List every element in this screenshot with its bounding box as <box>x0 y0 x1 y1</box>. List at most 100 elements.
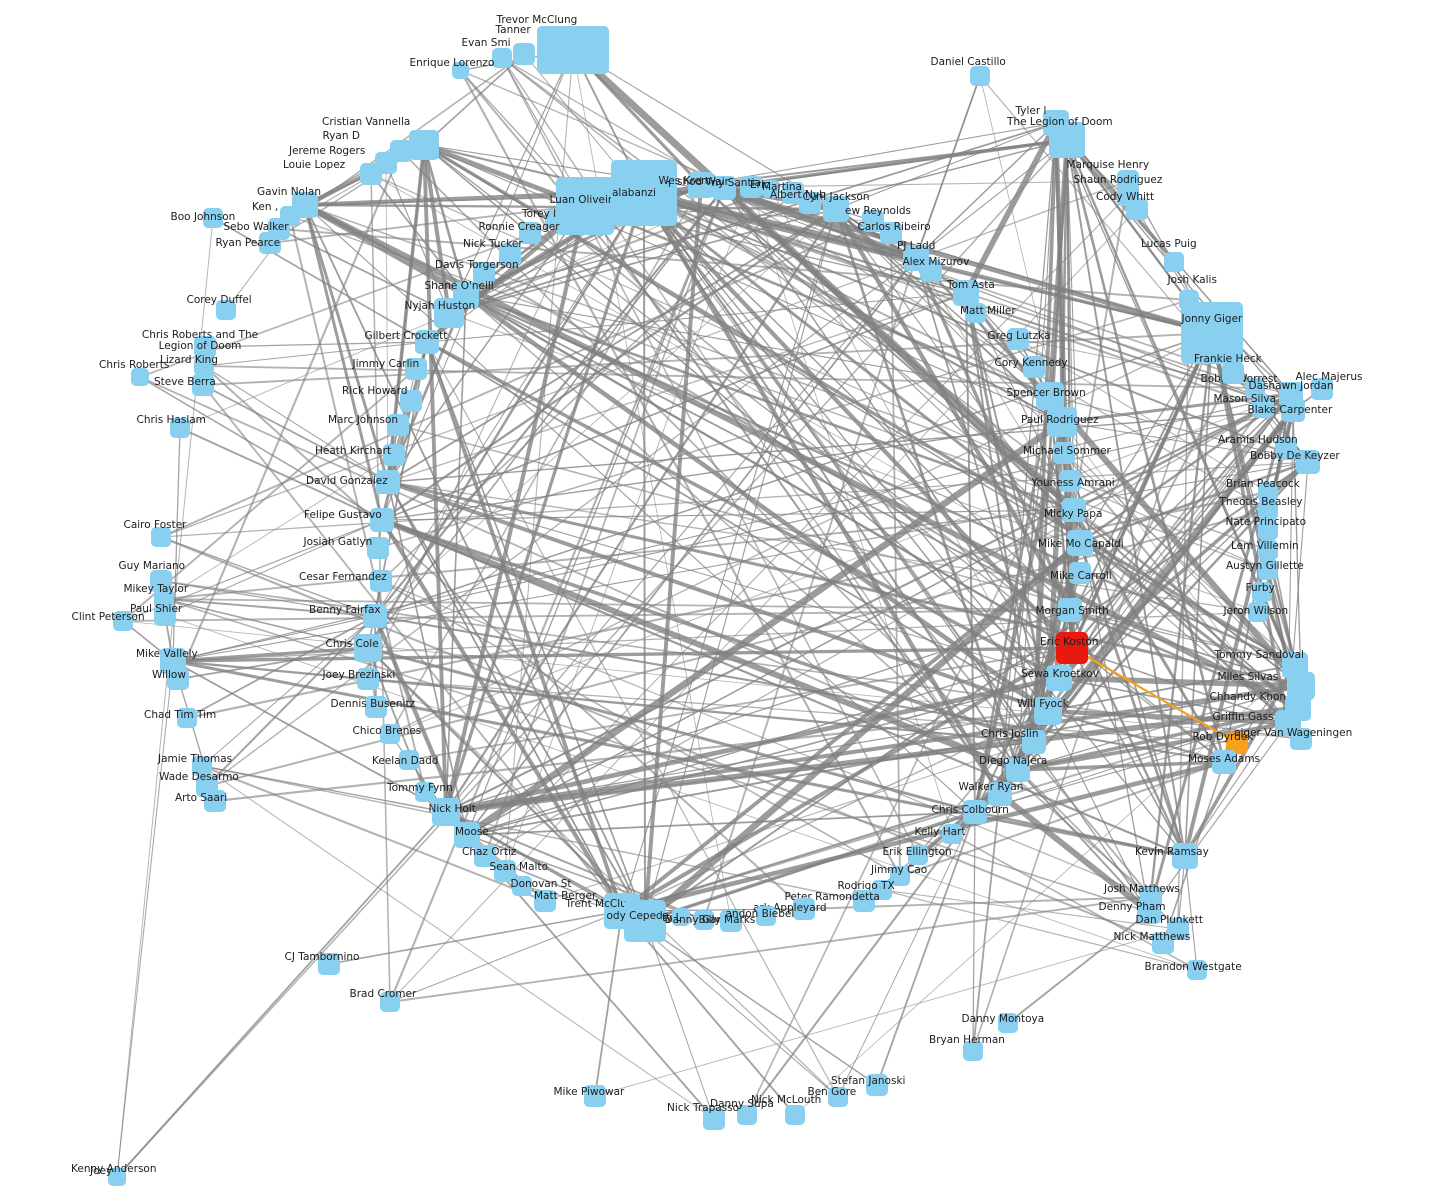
graph-node-torey-l[interactable] <box>545 210 563 228</box>
graph-node-luan-oliveira[interactable] <box>556 177 614 235</box>
graph-node-willow[interactable] <box>167 668 189 690</box>
graph-node-louie-lopez[interactable] <box>360 163 382 185</box>
graph-node-wes-kremer[interactable] <box>688 172 714 198</box>
graph-node-rob-dyrdek[interactable] <box>1226 732 1248 754</box>
graph-node-bobby-worrest[interactable] <box>1245 378 1265 398</box>
graph-node-jamie-thomas[interactable] <box>192 756 212 776</box>
graph-node-daniel-castillo[interactable] <box>970 66 990 86</box>
graph-node-morgan-smith[interactable] <box>1058 598 1082 622</box>
graph-node-walker-ryan[interactable] <box>988 782 1012 806</box>
graph-node-youness-amrani[interactable] <box>1059 470 1081 492</box>
graph-node-chris-joslin[interactable] <box>1022 730 1046 754</box>
graph-node-tommy-fynn[interactable] <box>415 782 435 802</box>
graph-node-jimmy-cao[interactable] <box>890 866 910 886</box>
graph-node-cristian-vannella[interactable] <box>409 130 439 160</box>
graph-node-greg-lutzka[interactable] <box>1007 328 1029 350</box>
graph-node-tom-asta[interactable] <box>953 280 979 306</box>
graph-node-sean-malto[interactable] <box>494 860 516 882</box>
graph-node-blake-carpenter[interactable] <box>1281 398 1305 422</box>
graph-node-kalabanzi[interactable] <box>616 170 666 220</box>
graph-node-lizard-king[interactable] <box>194 356 214 376</box>
graph-node-mason-silva[interactable] <box>1252 396 1274 418</box>
graph-node-chris-roberts-legion[interactable] <box>194 336 216 358</box>
graph-node-cj-tambornino[interactable] <box>318 953 340 975</box>
graph-node-alex-mizurov[interactable] <box>920 260 942 282</box>
graph-node-theotis-beasley[interactable] <box>1258 500 1278 520</box>
graph-node-lucas-puig[interactable] <box>1164 252 1184 272</box>
graph-node-nick-mclouth[interactable] <box>785 1105 805 1125</box>
graph-node-nick-tucker[interactable] <box>499 244 521 266</box>
graph-node-benny-fairfax[interactable] <box>363 604 387 628</box>
graph-node-mike-carroll[interactable] <box>1069 562 1091 584</box>
graph-node-albert-nyb[interactable] <box>799 192 821 214</box>
graph-node-chaz-ortiz[interactable] <box>474 845 496 867</box>
graph-node-austyn-gillette[interactable] <box>1258 560 1278 580</box>
graph-node-cesar-fernandez[interactable] <box>370 570 392 592</box>
graph-node-cody-cepeda[interactable] <box>624 900 666 942</box>
graph-node-diego-najera[interactable] <box>1006 758 1030 782</box>
graph-node-chad-tim-tim[interactable] <box>177 708 197 728</box>
graph-node-matt-miller[interactable] <box>966 303 986 323</box>
graph-node-eric[interactable] <box>762 180 780 198</box>
graph-node-will-fyock[interactable] <box>1034 697 1062 725</box>
graph-node-corey-duffel[interactable] <box>216 300 236 320</box>
graph-node-cory-kennedy[interactable] <box>1023 356 1045 378</box>
graph-node-eric-koston[interactable] <box>1056 632 1088 664</box>
graph-node-kenny-anderson[interactable] <box>108 1168 126 1186</box>
graph-node-brandon-biebel[interactable] <box>756 906 776 926</box>
graph-node-matt-berger[interactable] <box>534 890 556 912</box>
graph-node-tanner[interactable] <box>513 43 535 65</box>
graph-node-david-gonzalez[interactable] <box>376 470 400 494</box>
graph-node-nate-principato[interactable] <box>1258 520 1278 540</box>
graph-node-danny-montoya[interactable] <box>998 1013 1018 1033</box>
graph-node-cairo-foster[interactable] <box>151 527 171 547</box>
graph-node-clint-peterson[interactable] <box>113 611 133 631</box>
graph-node-sewa-kroetkov[interactable] <box>1046 665 1072 691</box>
graph-node-ryan-pearce[interactable] <box>259 232 281 254</box>
graph-node-keelan-dadd[interactable] <box>399 750 419 770</box>
graph-node-joey-brezinski[interactable] <box>357 668 379 690</box>
graph-node-chris-haslam[interactable] <box>170 418 190 438</box>
graph-node-paul-rodriguez[interactable] <box>1047 407 1077 437</box>
graph-node-martina[interactable] <box>782 182 804 204</box>
graph-node-chris-roberts[interactable] <box>131 368 149 386</box>
graph-node-felipe-gustavo[interactable] <box>370 508 394 532</box>
graph-node-moses-adams[interactable] <box>1212 750 1236 774</box>
graph-node-nick-matthews[interactable] <box>1152 932 1174 954</box>
graph-node-aramis-hudson[interactable] <box>1275 438 1297 460</box>
graph-node-alec-majerus[interactable] <box>1311 378 1333 400</box>
graph-node-brian-peacock[interactable] <box>1258 482 1278 502</box>
graph-node-marc-johnson[interactable] <box>387 414 409 436</box>
graph-node-kevin-ramsay[interactable] <box>1172 843 1198 869</box>
graph-node-chris-colbourn[interactable] <box>963 800 987 824</box>
graph-node-cyril-jackson[interactable] <box>823 196 849 222</box>
graph-node-steve-berra[interactable] <box>192 374 214 396</box>
graph-node-ty-lyons[interactable] <box>672 908 690 926</box>
graph-node-ronnie-creager[interactable] <box>519 222 541 244</box>
graph-node-peter-ramondetta[interactable] <box>853 890 875 912</box>
graph-node-michael-sommer[interactable] <box>1053 442 1075 464</box>
graph-node-davis-torgerson[interactable] <box>473 262 495 284</box>
graph-node-dennis-busenitz[interactable] <box>365 696 387 718</box>
graph-node-carlos-ribeiro[interactable] <box>880 222 902 244</box>
graph-node-bryan-herman[interactable] <box>963 1041 983 1061</box>
graph-node-brandon-westgate[interactable] <box>1187 960 1207 980</box>
graph-node-ew-reynolds[interactable] <box>862 210 884 232</box>
graph-node-josiah-gatlyn[interactable] <box>367 537 389 559</box>
graph-node-jimmy-carlin[interactable] <box>405 358 427 380</box>
graph-node-furby[interactable] <box>1252 582 1272 602</box>
graph-node-nyjah-huston[interactable] <box>434 298 464 328</box>
graph-node-moose[interactable] <box>454 822 480 848</box>
graph-node-billy-marks[interactable] <box>720 910 742 932</box>
graph-node-danny-garcia[interactable] <box>694 910 714 930</box>
graph-node-rick-howard[interactable] <box>400 390 422 412</box>
graph-node-ben-gore[interactable] <box>828 1087 848 1107</box>
graph-node-chris-cole[interactable] <box>354 634 382 662</box>
graph-node-lem-villemin[interactable] <box>1258 540 1278 560</box>
graph-node-nick-trapasso[interactable] <box>703 1108 725 1130</box>
graph-node-ishod-wair[interactable] <box>712 176 736 200</box>
graph-node-mike-piwowar[interactable] <box>584 1085 606 1107</box>
graph-node-mark-appleyard[interactable] <box>793 898 815 920</box>
graph-node-legion-of-doom[interactable] <box>1049 122 1085 158</box>
graph-node-cody-whitt[interactable] <box>1126 198 1148 220</box>
